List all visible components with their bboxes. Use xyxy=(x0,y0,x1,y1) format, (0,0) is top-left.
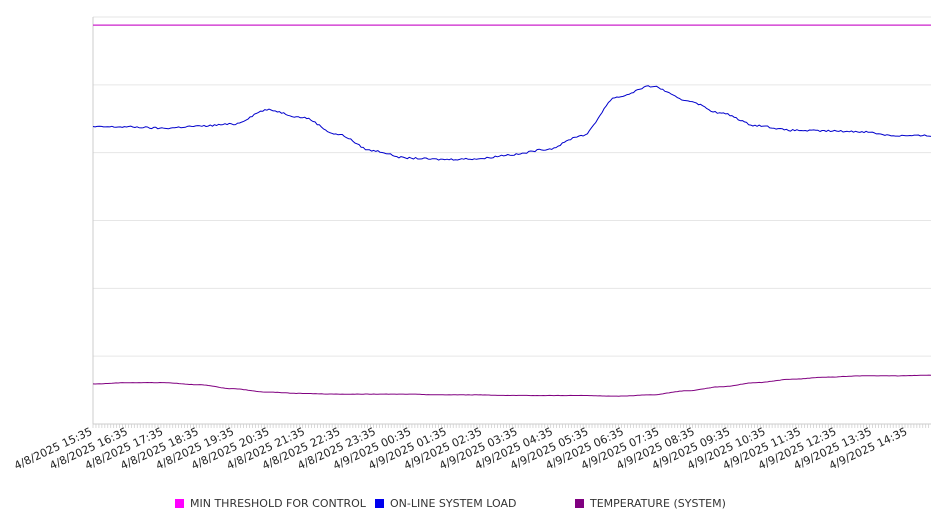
legend-item-online-system-load[interactable]: ON-LINE SYSTEM LOAD xyxy=(375,497,516,510)
series-line xyxy=(92,85,932,161)
legend-swatch xyxy=(575,499,584,508)
series-line xyxy=(92,374,932,397)
legend-item-temperature[interactable]: TEMPERATURE (SYSTEM) xyxy=(575,497,726,510)
legend: MIN THRESHOLD FOR CONTROL ON-LINE SYSTEM… xyxy=(0,497,946,515)
legend-swatch xyxy=(175,499,184,508)
legend-label: MIN THRESHOLD FOR CONTROL xyxy=(190,497,366,510)
legend-label: TEMPERATURE (SYSTEM) xyxy=(590,497,726,510)
legend-label: ON-LINE SYSTEM LOAD xyxy=(390,497,517,510)
x-axis-tick-labels: 4/8/2025 15:354/8/2025 16:354/8/2025 17:… xyxy=(12,425,909,473)
legend-swatch xyxy=(375,499,384,508)
legend-item-min-threshold[interactable]: MIN THRESHOLD FOR CONTROL xyxy=(175,497,366,510)
x-axis-ticks xyxy=(92,424,930,428)
grid-lines xyxy=(93,16,931,357)
series-lines xyxy=(92,24,932,397)
